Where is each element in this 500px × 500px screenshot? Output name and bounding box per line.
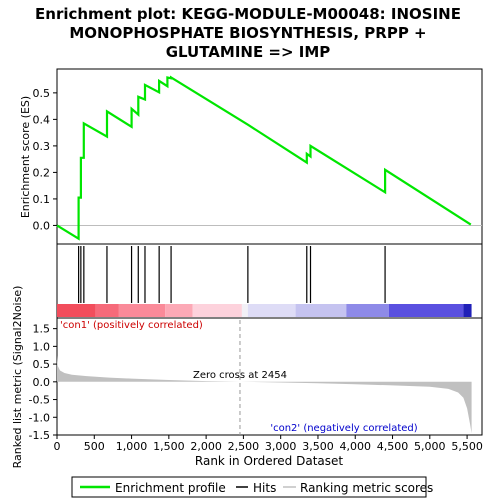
x-tick-label: 3,500	[302, 440, 334, 453]
x-tick-label: 1,500	[153, 440, 185, 453]
es-y-ticks: 0.0 0.1 0.2 0.3 0.4 0.5	[33, 87, 57, 232]
metric-y-tick-label: 1.0	[33, 340, 51, 353]
positive-correlation-label: 'con1' (positively correlated)	[60, 320, 203, 331]
es-y-axis-label: Enrichment score (ES)	[19, 96, 32, 218]
metric-y-tick-label: 0.5	[33, 358, 51, 371]
x-tick-label: 5,000	[414, 440, 446, 453]
negative-correlation-label: 'con2' (negatively correlated)	[270, 423, 417, 434]
chart-title-line-3: GLUTAMINE => IMP	[166, 43, 331, 61]
rank-color-segment	[241, 304, 248, 317]
metric-y-tick-label: -1.0	[29, 411, 50, 424]
es-panel: 0.0 0.1 0.2 0.3 0.4 0.5 Enrichment score (ES)	[19, 68, 483, 245]
x-tick-label: 1,000	[116, 440, 148, 453]
rank-color-segment	[95, 304, 119, 317]
x-tick-label: 4,500	[377, 440, 409, 453]
x-tick-label: 2,500	[228, 440, 260, 453]
metric-y-tick-label: 0.0	[33, 376, 51, 389]
metric-panel: 1.5 1.0 0.5 0.0 -0.5 -1.0 -1.5 Zero cross at 2…	[11, 286, 483, 469]
es-panel-frame	[56, 68, 483, 245]
hit-lines-group	[78, 246, 386, 303]
legend-hits-label: Hits	[253, 481, 276, 495]
rank-color-segment	[463, 304, 472, 317]
x-tick-label: 3,000	[265, 440, 297, 453]
zero-cross-label: Zero cross at 2454	[193, 370, 287, 381]
x-tick-label: 500	[84, 440, 105, 453]
x-tick-label: 0	[54, 440, 61, 453]
metric-y-axis-label: Ranked list metric (Signal2Noise)	[11, 286, 24, 469]
x-tick-label: 2,000	[190, 440, 222, 453]
es-y-tick-label: 0.5	[33, 87, 51, 100]
metric-y-ticks: 1.5 1.0 0.5 0.0 -0.5 -1.0 -1.5	[29, 323, 57, 442]
rank-color-band	[57, 304, 472, 317]
x-tick-label: 4,000	[339, 440, 371, 453]
legend: Enrichment profile Hits Ranking metric s…	[71, 476, 433, 498]
rank-color-segment	[388, 304, 464, 317]
hits-panel	[56, 243, 483, 319]
es-y-tick-label: 0.0	[33, 219, 51, 232]
rank-color-segment	[165, 304, 193, 317]
legend-metric-label: Ranking metric scores	[300, 481, 433, 495]
metric-y-tick-label: 1.5	[33, 323, 51, 336]
legend-enrichment-label: Enrichment profile	[115, 481, 226, 495]
es-y-tick-label: 0.1	[33, 193, 51, 206]
x-axis-label: Rank in Ordered Dataset	[195, 454, 343, 468]
rank-color-segment	[192, 304, 242, 317]
rank-color-segment	[247, 304, 296, 317]
metric-y-tick-label: -0.5	[29, 394, 50, 407]
es-y-tick-label: 0.4	[33, 113, 51, 126]
x-axis-ticks: 0 500 1,000 1,500 2,000 2,500 3,000 3,500 4,000 4…	[54, 435, 483, 453]
chart-title-line-1: Enrichment plot: KEGG-MODULE-M00048: INO…	[35, 5, 461, 23]
metric-panel-frame	[56, 317, 483, 436]
x-tick-label: 5,500	[451, 440, 483, 453]
enrichment-profile-line	[56, 75, 472, 241]
rank-color-segment	[57, 304, 96, 317]
rank-color-segment	[118, 304, 166, 317]
rank-color-segment	[346, 304, 389, 317]
legend-frame	[71, 476, 427, 498]
es-y-tick-label: 0.2	[33, 166, 51, 179]
chart-title-line-2: MONOPHOSPHATE BIOSYNTHESIS, PRPP +	[69, 24, 426, 42]
es-y-tick-label: 0.3	[33, 140, 51, 153]
metric-y-tick-label: -1.5	[29, 429, 50, 442]
rank-color-segment	[295, 304, 347, 317]
